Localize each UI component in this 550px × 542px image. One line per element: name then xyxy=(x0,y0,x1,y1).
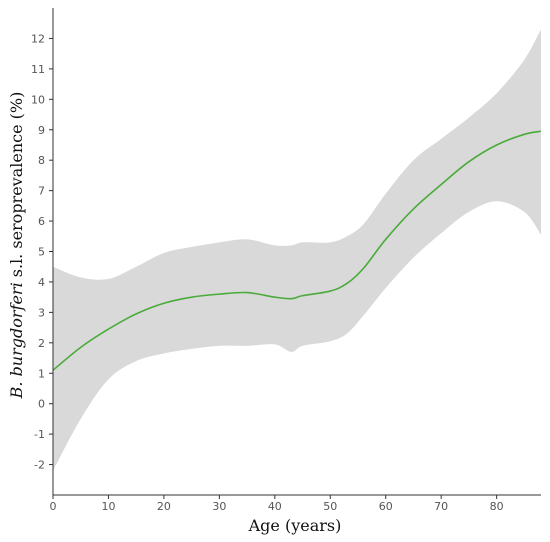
y-axis-title-species: B. burgdorferi xyxy=(7,282,26,399)
y-tick-label: 8 xyxy=(38,154,45,167)
y-tick-label: 1 xyxy=(38,367,45,380)
y-axis-title-rest: s.l. seroprevalence (%) xyxy=(7,92,26,283)
y-tick-label: -1 xyxy=(34,428,45,441)
y-axis-title: B. burgdorferi s.l. seroprevalence (%) xyxy=(7,92,26,400)
y-tick-label: 0 xyxy=(38,398,45,411)
x-tick-label: 40 xyxy=(268,500,282,513)
fitted-line xyxy=(52,130,542,371)
y-tick-label: 3 xyxy=(38,306,45,319)
y-tick-label: 9 xyxy=(38,124,45,137)
x-tick-label: 60 xyxy=(379,500,393,513)
y-tick-label: 11 xyxy=(31,63,45,76)
y-tick-label: 6 xyxy=(38,215,45,228)
y-tick-label: 5 xyxy=(38,246,45,259)
x-tick-label: 50 xyxy=(323,500,337,513)
y-tick-label: 7 xyxy=(38,185,45,198)
x-tick-label: 10 xyxy=(101,500,115,513)
y-tick-label: 12 xyxy=(31,32,45,45)
x-tick-label: 80 xyxy=(490,500,504,513)
y-tick-label: 10 xyxy=(31,93,45,106)
x-tick-label: 20 xyxy=(157,500,171,513)
y-tick-label: 4 xyxy=(38,276,45,289)
confidence-band xyxy=(53,29,541,471)
y-tick-label: 2 xyxy=(38,337,45,350)
x-axis-title: Age (years) xyxy=(248,516,342,535)
x-tick-label: 70 xyxy=(434,500,448,513)
x-tick-label: 30 xyxy=(212,500,226,513)
y-tick-label: -2 xyxy=(34,459,45,472)
x-tick-label: 0 xyxy=(50,500,57,513)
